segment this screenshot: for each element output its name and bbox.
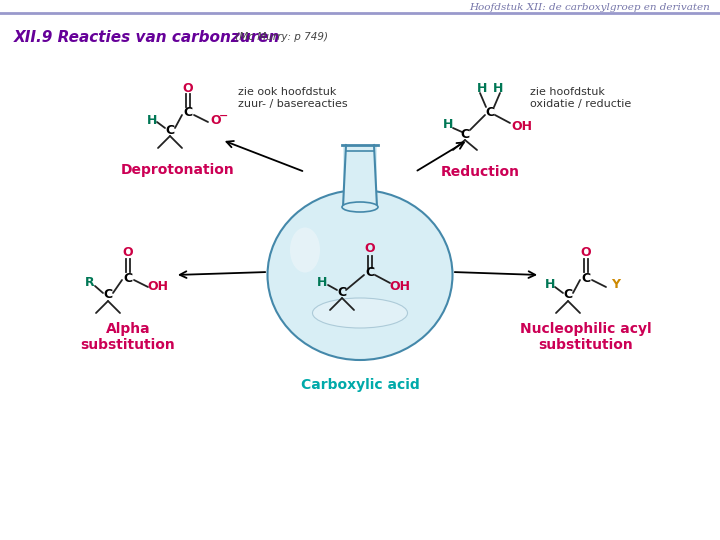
Text: C: C bbox=[104, 288, 112, 301]
Text: O: O bbox=[122, 246, 133, 260]
Text: C: C bbox=[184, 106, 192, 119]
FancyBboxPatch shape bbox=[343, 145, 377, 207]
Ellipse shape bbox=[290, 227, 320, 273]
Text: Alpha
substitution: Alpha substitution bbox=[81, 322, 176, 352]
Text: C: C bbox=[564, 288, 572, 301]
Ellipse shape bbox=[268, 190, 452, 360]
Text: O: O bbox=[211, 113, 221, 126]
Text: H: H bbox=[492, 82, 503, 94]
Text: Reduction: Reduction bbox=[441, 165, 520, 179]
Ellipse shape bbox=[342, 202, 378, 212]
Text: zie ook hoofdstuk
zuur- / basereacties: zie ook hoofdstuk zuur- / basereacties bbox=[238, 87, 348, 109]
Text: H: H bbox=[443, 118, 453, 132]
Text: H: H bbox=[317, 276, 327, 289]
Text: C: C bbox=[166, 124, 174, 137]
Text: C: C bbox=[366, 267, 374, 280]
Text: H: H bbox=[147, 113, 157, 126]
Text: OH: OH bbox=[390, 280, 410, 293]
Text: C: C bbox=[338, 286, 346, 299]
Text: C: C bbox=[123, 272, 132, 285]
Text: C: C bbox=[485, 105, 495, 118]
Text: −: − bbox=[220, 111, 229, 121]
Text: H: H bbox=[545, 279, 555, 292]
Text: (Mc Murry: p 749): (Mc Murry: p 749) bbox=[232, 32, 328, 42]
Text: Nucleophilic acyl
substitution: Nucleophilic acyl substitution bbox=[520, 322, 652, 352]
Text: OH: OH bbox=[148, 280, 168, 293]
Text: O: O bbox=[365, 241, 375, 254]
Text: C: C bbox=[460, 127, 469, 140]
Text: Hoofdstuk XII: de carboxylgroep en derivaten: Hoofdstuk XII: de carboxylgroep en deriv… bbox=[469, 3, 710, 11]
Ellipse shape bbox=[312, 298, 408, 328]
Text: Carboxylic acid: Carboxylic acid bbox=[301, 378, 419, 392]
Text: H: H bbox=[477, 82, 487, 94]
Text: zie hoofdstuk
oxidatie / reductie: zie hoofdstuk oxidatie / reductie bbox=[530, 87, 631, 109]
Text: OH: OH bbox=[511, 119, 533, 132]
Text: Deprotonation: Deprotonation bbox=[121, 163, 235, 177]
Text: O: O bbox=[581, 246, 591, 260]
Text: XII.9 Reacties van carbonzuren: XII.9 Reacties van carbonzuren bbox=[14, 30, 280, 44]
Text: O: O bbox=[183, 82, 193, 94]
Text: C: C bbox=[582, 272, 590, 285]
Text: Y: Y bbox=[611, 279, 621, 292]
Text: R: R bbox=[85, 276, 95, 289]
